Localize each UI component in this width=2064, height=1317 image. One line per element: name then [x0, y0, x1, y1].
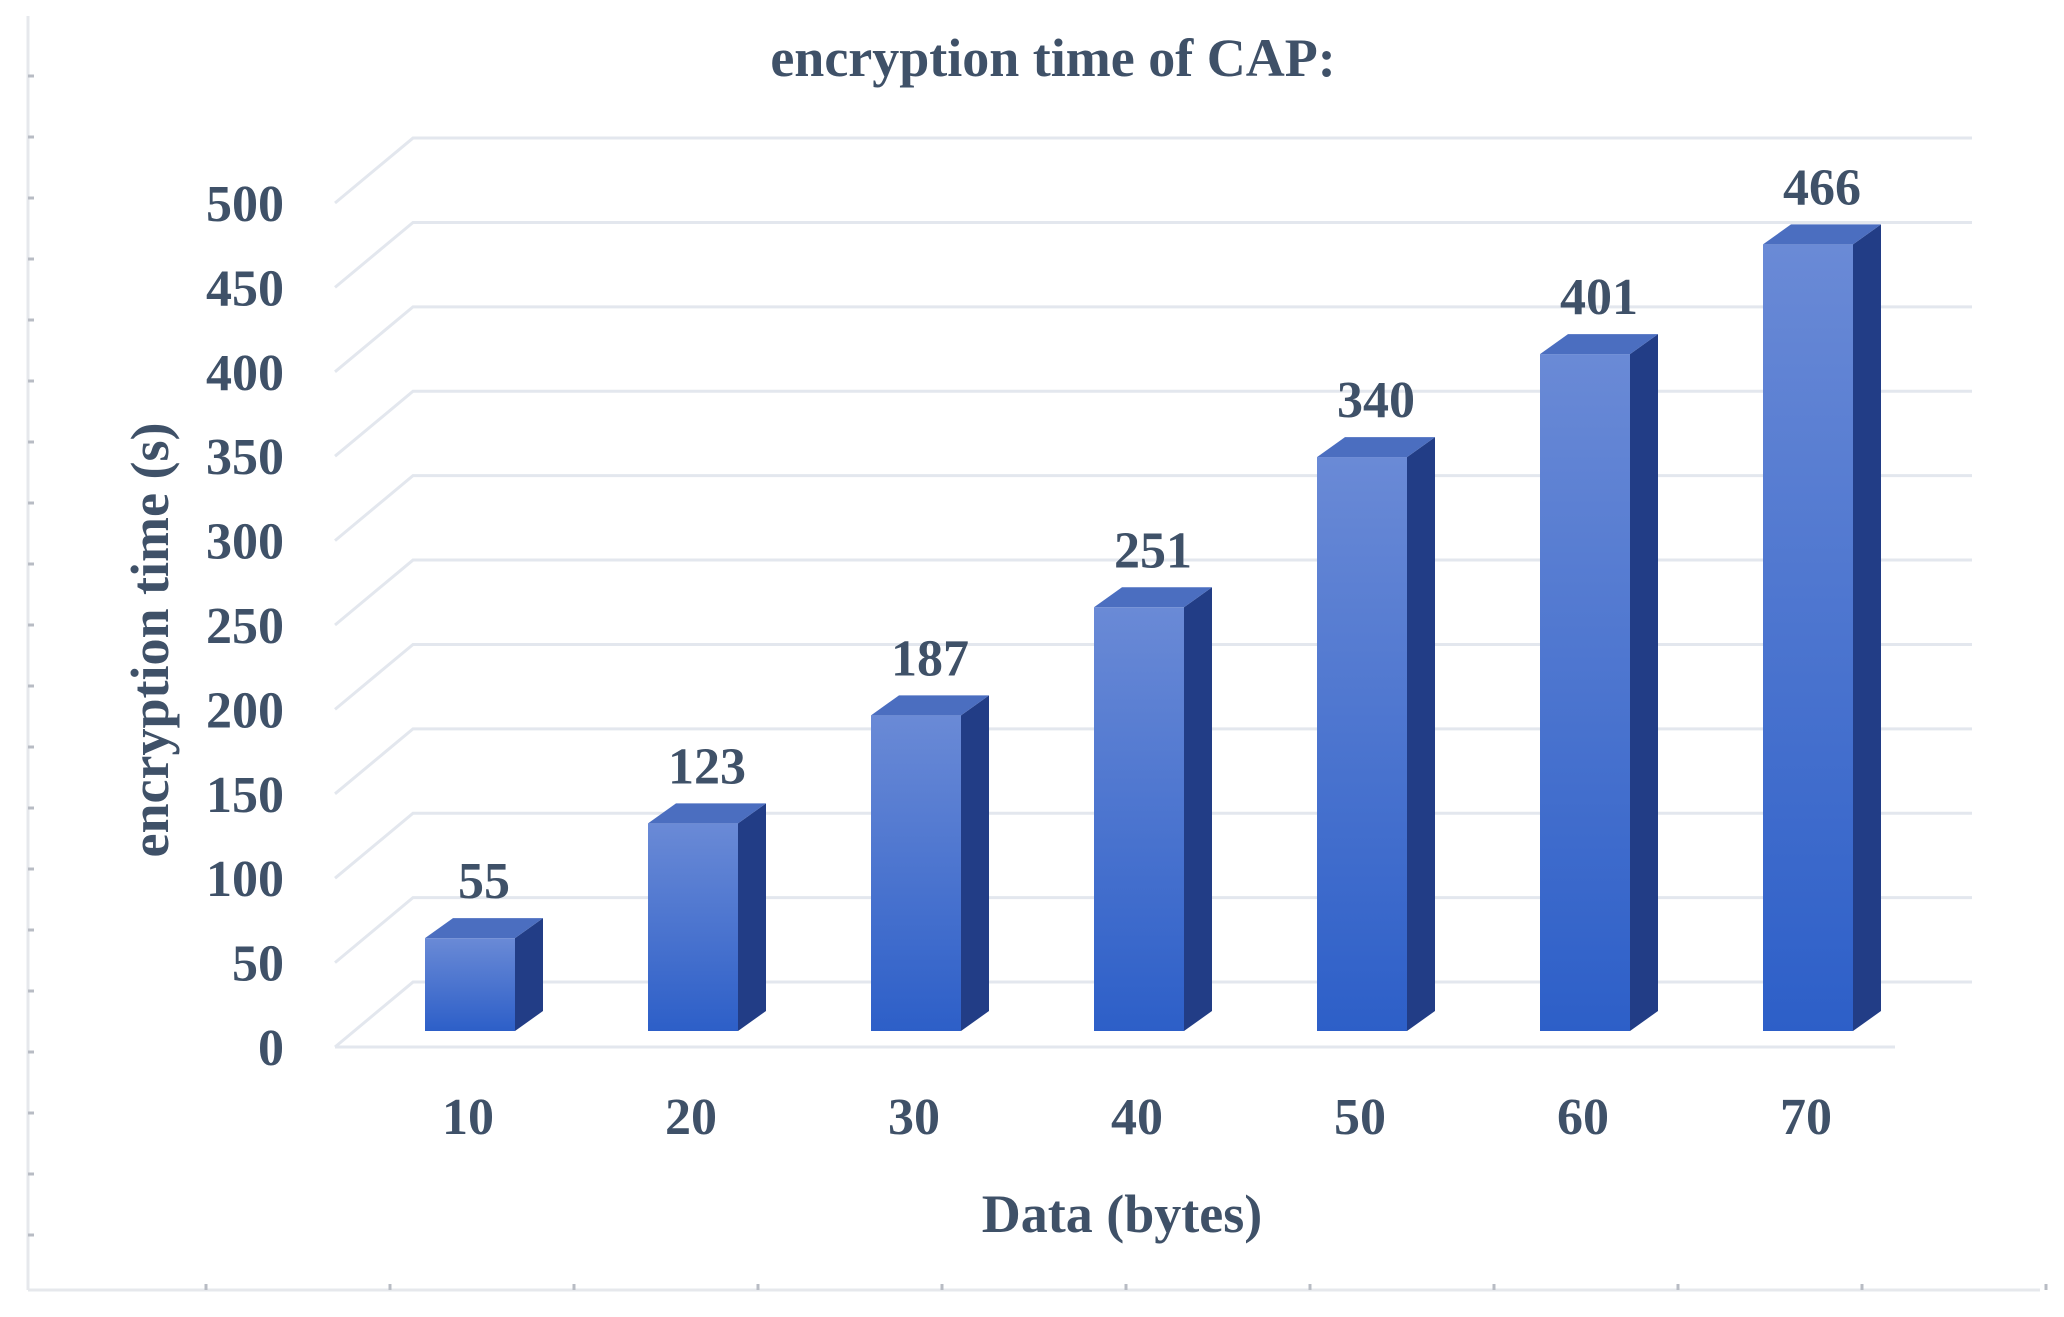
gridline	[334, 305, 1972, 373]
data-label: 187	[891, 630, 969, 687]
x-tick-label: 60	[1557, 1089, 1609, 1146]
bar-top-face	[1763, 224, 1881, 245]
bar-50	[1317, 437, 1435, 1032]
bar-side-face	[1630, 334, 1658, 1031]
bar-top-face	[1317, 437, 1435, 458]
bar-top-face	[648, 803, 766, 824]
bar-top-face	[1094, 587, 1212, 608]
bar-side-face	[1184, 587, 1212, 1031]
y-tick-label: 100	[206, 851, 284, 908]
bar-20	[648, 803, 766, 1031]
y-tick-label: 250	[206, 598, 284, 655]
y-tick-label: 400	[206, 345, 284, 402]
x-axis-title: Data (bytes)	[982, 1184, 1262, 1244]
x-tick-label: 30	[888, 1089, 940, 1146]
gridline	[334, 558, 1972, 627]
bar-10	[425, 918, 543, 1031]
bar-30	[871, 695, 989, 1031]
bar-top-face	[425, 918, 543, 939]
bar-front-face	[648, 823, 738, 1031]
y-tick-label: 150	[206, 767, 284, 824]
y-tick-label: 0	[258, 1020, 284, 1077]
bar-front-face	[1540, 354, 1630, 1031]
x-tick-label: 70	[1780, 1089, 1832, 1146]
gridlines	[334, 136, 1972, 1049]
bar-front-face	[1763, 244, 1853, 1032]
chart-border	[26, 16, 2040, 1292]
gridline	[334, 136, 1972, 205]
bar-front-face	[871, 715, 961, 1031]
bar-side-face	[1853, 224, 1881, 1032]
y-tick-label: 500	[206, 176, 284, 233]
y-tick-label: 50	[232, 936, 284, 993]
gridline	[334, 642, 1972, 711]
bar-front-face	[1094, 607, 1184, 1031]
bar-70	[1763, 224, 1881, 1032]
bar-front-face	[425, 938, 515, 1031]
data-label: 55	[458, 853, 510, 910]
bar-top-face	[1540, 334, 1658, 355]
chart-border-ticks	[28, 74, 2048, 1290]
data-label: 340	[1337, 372, 1415, 429]
gridline	[334, 980, 1972, 1049]
x-tick-label: 50	[1334, 1089, 1386, 1146]
y-tick-label: 350	[206, 429, 284, 486]
gridline	[334, 727, 1972, 795]
bar-60	[1540, 334, 1658, 1031]
y-tick-label: 450	[206, 260, 284, 317]
data-label: 123	[668, 738, 746, 795]
chart-title: encryption time of CAP:	[770, 28, 1335, 88]
bar-side-face	[515, 918, 543, 1031]
bar-40	[1094, 587, 1212, 1031]
x-axis-tick-labels: 10 20 30 40 50 60 70	[442, 1089, 1832, 1146]
bar-top-face	[871, 695, 989, 716]
x-tick-label: 10	[442, 1089, 494, 1146]
gridline	[334, 896, 1972, 964]
x-tick-label: 40	[1111, 1089, 1163, 1146]
data-label: 251	[1114, 522, 1192, 579]
bar-side-face	[738, 803, 766, 1031]
gridline	[334, 811, 1972, 880]
bar-side-face	[961, 695, 989, 1031]
y-axis-title: encryption time (s)	[120, 423, 180, 858]
y-axis-tick-labels: 0 50 100 150 200 250 300 350 400 450 500	[206, 176, 284, 1077]
gridline	[334, 474, 1972, 542]
data-labels: 55 123 187 251 340 401 466	[458, 159, 1861, 910]
data-label: 401	[1560, 269, 1638, 326]
gridline	[334, 220, 1972, 289]
x-tick-label: 20	[665, 1089, 717, 1146]
bar-side-face	[1407, 437, 1435, 1032]
bars	[425, 224, 1881, 1032]
y-tick-label: 200	[206, 682, 284, 739]
y-tick-label: 300	[206, 514, 284, 571]
gridline	[334, 389, 1972, 458]
bar-front-face	[1317, 457, 1407, 1032]
data-label: 466	[1783, 159, 1861, 216]
